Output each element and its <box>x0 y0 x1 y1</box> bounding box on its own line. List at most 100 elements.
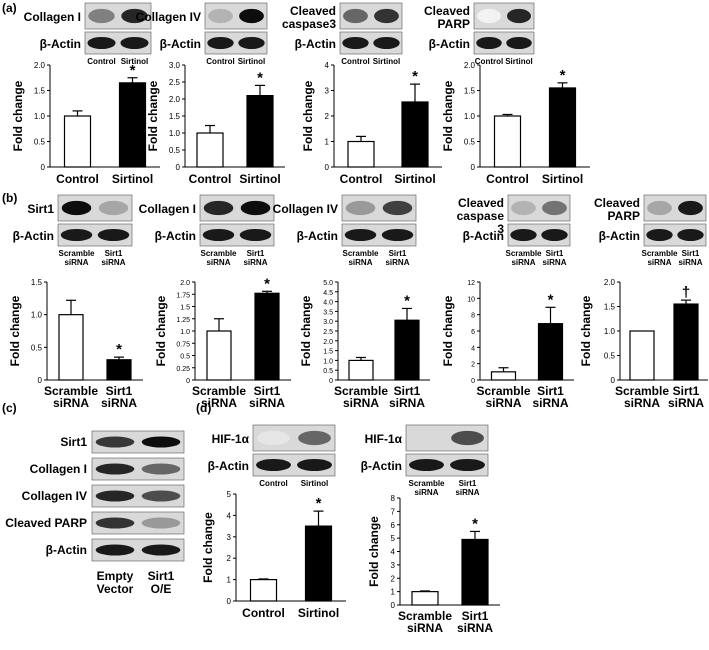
y-tick-label: 3.5 <box>323 309 333 316</box>
y-tick-label: 0 <box>38 376 43 385</box>
lane-label: Control <box>87 57 115 66</box>
actin-blot <box>643 223 707 247</box>
blot-band <box>507 8 531 24</box>
significance-marker: * <box>412 68 418 85</box>
y-tick-label: 10 <box>467 296 475 303</box>
target-blot <box>341 194 417 222</box>
y-tick-label: 1.75 <box>176 292 190 299</box>
significance-marker: * <box>548 291 554 308</box>
blot-band <box>95 517 135 529</box>
lane-label: Scramble siRNA <box>408 479 445 497</box>
x-category-label: Scramble siRNA <box>476 384 530 410</box>
actin-blot <box>339 31 403 55</box>
significance-marker: * <box>257 69 263 86</box>
y-tick-label: 2.0 <box>604 278 616 287</box>
y-axis-label: Fold change <box>441 80 455 151</box>
y-tick-label: 8 <box>471 313 475 320</box>
panel-c-blot-row <box>91 457 185 481</box>
y-tick-label: 0.5 <box>169 146 181 155</box>
panel-c-row-label: Collagen IV <box>22 489 87 503</box>
actin-blot <box>199 223 275 247</box>
y-tick-label: 1.5 <box>323 349 333 356</box>
blot-band <box>203 200 234 216</box>
panel-c-row-label: Sirt1 <box>60 435 87 449</box>
y-tick-label: 1 <box>227 576 232 585</box>
y-axis-label: Fold change <box>201 512 215 583</box>
actin-blot <box>57 223 133 247</box>
y-tick-label: 0.5 <box>180 354 190 361</box>
y-tick-label: 1.0 <box>34 112 46 121</box>
target-blot <box>339 2 403 30</box>
lane-label: Scramble siRNA <box>200 249 237 267</box>
blot-band <box>208 8 233 24</box>
y-axis-label: Fold change <box>8 295 22 366</box>
lane-label: Sirtinol <box>301 479 329 488</box>
bar-chart: 0 0.5 1.0 1.5 2.0 Fold change Control * Sirtinol <box>11 61 160 186</box>
bar <box>63 115 92 168</box>
lane-label: Control <box>206 57 234 66</box>
panel-label-d: (d) <box>196 401 211 415</box>
actin-label: β-Actin <box>599 229 640 243</box>
lane-label: Sirtinol <box>505 57 533 66</box>
bar <box>394 319 420 381</box>
y-tick-label: 1.0 <box>323 358 333 365</box>
x-category-label: Sirtinol <box>542 172 583 186</box>
y-tick-label: 5 <box>391 534 396 543</box>
bar <box>673 303 699 381</box>
panel-c-lane-label: Empty Vector <box>97 569 134 596</box>
significance-marker: † <box>682 284 690 301</box>
blot-band <box>87 36 116 50</box>
blot-band <box>97 228 130 242</box>
blot-label: Cleaved PARP <box>424 4 470 31</box>
x-category-label: Sirtinol <box>298 606 339 620</box>
bar <box>401 101 429 168</box>
y-tick-label: 0.75 <box>176 341 190 348</box>
y-tick-label: 2.0 <box>323 339 333 346</box>
lane-label: Sirt1 siRNA <box>678 249 702 267</box>
x-category-label: Scramble siRNA <box>192 384 246 410</box>
x-category-label: Scramble siRNA <box>615 384 669 410</box>
panel-c-blot-row <box>91 538 185 562</box>
actin-label: β-Actin <box>40 37 81 51</box>
y-tick-label: 0 <box>186 378 190 385</box>
y-tick-label: 4 <box>325 61 330 70</box>
lane-label: Sirtinol <box>238 57 266 66</box>
y-tick-label: 2 <box>325 112 330 121</box>
lane-label: Sirt1 siRNA <box>542 249 566 267</box>
target-blot <box>405 424 489 452</box>
target-blot <box>643 194 707 222</box>
y-tick-label: 0 <box>176 163 181 172</box>
lane-label: Scramble siRNA <box>505 249 542 267</box>
bar-chart: 0 1 2 3 4 5 Fold change Control * Sirtinol <box>201 490 346 620</box>
y-axis-label: Fold change <box>367 516 381 587</box>
blot-band <box>677 228 704 242</box>
lane-label: Sirt1 siRNA <box>243 249 267 267</box>
y-tick-label: 2.0 <box>464 61 476 70</box>
blot-band <box>95 490 135 502</box>
blot-band <box>343 8 368 24</box>
blot-band <box>678 200 703 216</box>
bar <box>249 578 278 602</box>
y-tick-label: 1.0 <box>169 129 181 138</box>
x-category-label: Sirt1 siRNA <box>532 384 568 410</box>
bar <box>490 371 517 381</box>
blot-label: Collagen IV <box>136 10 201 24</box>
y-tick-label: 1.5 <box>604 303 616 312</box>
y-tick-label: 0 <box>391 601 396 610</box>
bar <box>118 82 147 168</box>
y-tick-label: 1.0 <box>31 311 43 320</box>
y-tick-label: 2.0 <box>34 61 46 70</box>
y-tick-label: 2.0 <box>180 280 190 287</box>
y-tick-label: 3.0 <box>323 319 333 326</box>
y-tick-label: 1.5 <box>31 278 43 287</box>
x-category-label: Sirtinol <box>239 172 280 186</box>
blot-label: Sirt1 <box>27 202 54 216</box>
blot-band <box>297 458 332 472</box>
actin-blot <box>252 453 336 477</box>
bar <box>206 330 232 381</box>
bar-chart: 0 0.5 1.0 1.5 2.0 2.5 3.0 3.5 4.0 4.5 5.0 Fold chan… <box>299 280 430 385</box>
bar <box>304 525 333 602</box>
y-axis-label: Fold change <box>579 295 593 366</box>
significance-marker: * <box>264 275 270 292</box>
blot-band <box>410 430 443 446</box>
